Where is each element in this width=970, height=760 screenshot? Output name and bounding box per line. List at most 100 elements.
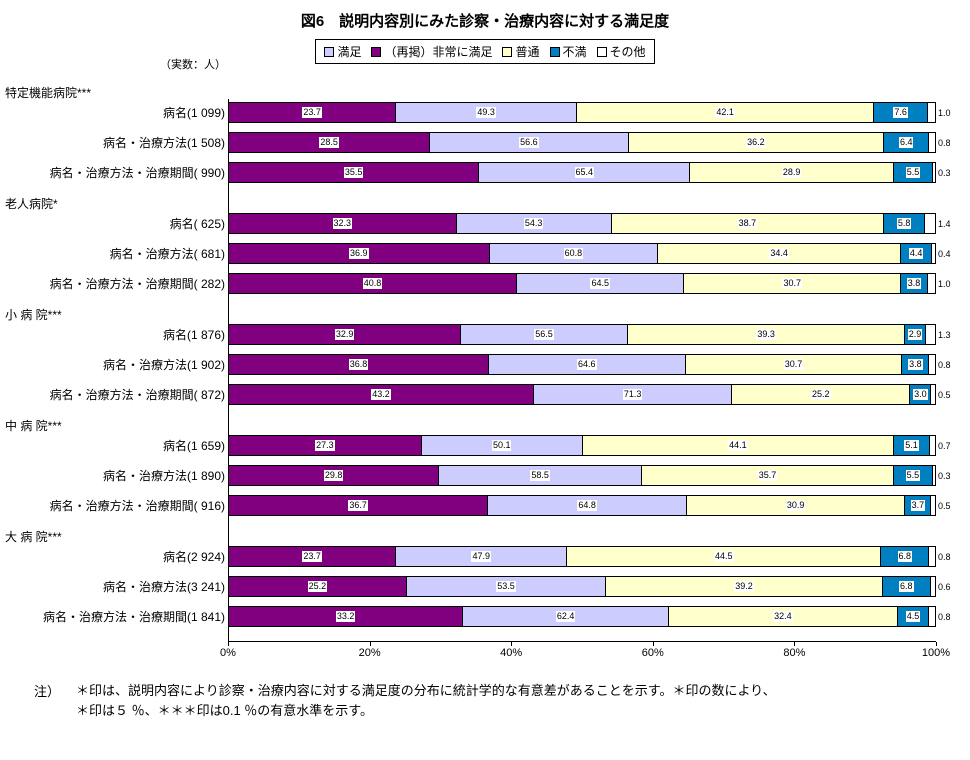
other-value-label: 0.6 xyxy=(938,581,951,592)
bar-row: 病名(1 099) 23.7 49.3 42.1 7.6 1.0 xyxy=(0,102,970,123)
row-label: 病名・治療方法(1 508) xyxy=(102,136,225,150)
stacked-bar: 43.2 71.3 25.2 3.0 xyxy=(228,384,936,405)
bar-area: 43.2 71.3 25.2 3.0 xyxy=(228,384,936,405)
bar-area: 33.2 62.4 32.4 4.5 xyxy=(228,606,936,627)
segment-very-satisfied: 32.3 xyxy=(229,214,457,233)
segment-value: 71.3 xyxy=(622,389,643,400)
group-label: 大 病 院*** xyxy=(5,530,62,544)
stacked-bar: 23.7 47.9 44.5 6.8 xyxy=(228,546,936,567)
axis-tick xyxy=(369,642,371,646)
segment-dissatisfied: 3.8 xyxy=(901,274,928,293)
segment-value: 64.8 xyxy=(577,500,597,511)
other-value-label: 0.8 xyxy=(938,611,951,622)
segment-satisfied: 54.3 xyxy=(456,214,612,233)
segment-value: 5.1 xyxy=(904,440,919,451)
segment-value: 49.3 xyxy=(476,107,496,118)
row-label: 病名・治療方法(3 241) xyxy=(102,580,225,594)
segment-value: 39.2 xyxy=(734,581,754,592)
segment-value: 2.9 xyxy=(907,329,923,340)
row-label: 病名(1 099) xyxy=(162,106,225,120)
segment-very-satisfied: 36.8 xyxy=(229,355,490,374)
segment-value: 34.4 xyxy=(769,248,789,259)
group-label: 特定機能病院*** xyxy=(5,86,92,100)
segment-value: 5.5 xyxy=(905,470,921,481)
group-label: 老人病院* xyxy=(5,197,58,211)
legend-swatch xyxy=(324,46,335,57)
bar-area: 36.9 60.8 34.4 4.4 xyxy=(228,243,936,264)
segment-value: 6.8 xyxy=(899,581,914,592)
group-label: 中 病 院*** xyxy=(5,419,62,433)
footnote: 注） ＊印は、説明内容により診察・治療内容に対する満足度の分布に統計学的な有意差… xyxy=(0,681,970,721)
axis-tick-label: 60% xyxy=(641,647,664,659)
legend-swatch xyxy=(502,46,513,57)
segment-other xyxy=(929,607,935,626)
axis-tick-label: 80% xyxy=(783,647,806,659)
segment-value: 30.7 xyxy=(782,278,802,289)
segment-value: 60.8 xyxy=(563,248,584,259)
bar-row: 病名・治療方法・治療期間( 872) 43.2 71.3 25.2 3.0 0.5 xyxy=(0,384,970,405)
segment-very-satisfied: 36.9 xyxy=(229,244,490,263)
segment-value: 28.9 xyxy=(781,167,802,178)
bar-row: 病名・治療方法・治療期間( 990) 35.5 65.4 28.9 5.5 0.3 xyxy=(0,162,970,183)
bar-area: 23.7 49.3 42.1 7.6 xyxy=(228,102,936,123)
segment-value: 5.5 xyxy=(905,167,921,178)
segment-normal: 30.7 xyxy=(685,355,903,374)
segment-value: 32.3 xyxy=(332,218,353,229)
other-value-label: 0.8 xyxy=(938,551,951,562)
footnote-prefix: 注） xyxy=(34,684,61,699)
segment-value: 44.5 xyxy=(713,551,734,562)
segment-value: 35.7 xyxy=(757,470,778,481)
segment-value: 33.2 xyxy=(335,611,356,622)
segment-value: 36.2 xyxy=(746,137,766,148)
legend-swatch xyxy=(371,46,382,57)
stacked-bar: 36.7 64.8 30.9 3.7 xyxy=(228,495,936,516)
row-label: 病名( 625) xyxy=(169,217,225,231)
segment-normal: 38.7 xyxy=(611,214,885,233)
segment-normal: 39.2 xyxy=(606,577,883,596)
bar-row: 病名(1 659) 27.3 50.1 44.1 5.1 0.7 xyxy=(0,435,970,456)
stacked-bar: 29.8 58.5 35.7 5.5 xyxy=(228,465,936,486)
segment-value: 3.0 xyxy=(913,389,928,400)
segment-value: 56.6 xyxy=(519,137,539,148)
segment-normal: 44.1 xyxy=(582,436,895,455)
x-axis-area: 0% 20% 40% 60% 80% 100% xyxy=(220,641,950,661)
segment-value: 6.8 xyxy=(897,551,913,562)
axis-tick-label: 40% xyxy=(500,647,523,659)
segment-very-satisfied: 27.3 xyxy=(229,436,422,455)
segment-other xyxy=(931,496,935,515)
chart-area: 特定機能病院*** 病名(1 099) 23.7 49.3 42.1 7.6 1.0 病名・治… xyxy=(0,85,970,641)
segment-other xyxy=(929,355,935,374)
bar-row: 病名(2 924) 23.7 47.9 44.5 6.8 0.8 xyxy=(0,546,970,567)
other-value-label: 0.5 xyxy=(938,389,951,400)
other-value-label: 1.3 xyxy=(938,329,951,340)
segment-satisfied: 62.4 xyxy=(463,607,670,626)
stacked-bar: 35.5 65.4 28.9 5.5 xyxy=(228,162,936,183)
segment-satisfied: 64.6 xyxy=(489,355,686,374)
other-value-label: 0.8 xyxy=(938,137,951,148)
bar-area: 36.7 64.8 30.9 3.7 xyxy=(228,495,936,516)
stacked-bar: 32.9 56.5 39.3 2.9 xyxy=(228,324,936,345)
segment-very-satisfied: 35.5 xyxy=(229,163,480,182)
segment-dissatisfied: 5.5 xyxy=(894,163,933,182)
segment-value: 7.6 xyxy=(893,107,908,118)
segment-other xyxy=(932,163,935,182)
legend-item-label: 普通 xyxy=(515,45,540,59)
bar-area: 29.8 58.5 35.7 5.5 xyxy=(228,465,936,486)
bar-area: 32.3 54.3 38.7 5.8 xyxy=(228,213,936,234)
segment-dissatisfied: 5.8 xyxy=(884,214,926,233)
legend-item: その他 xyxy=(596,43,646,60)
x-axis: 0% 20% 40% 60% 80% 100% xyxy=(0,641,970,661)
legend-item: 満足 xyxy=(324,43,361,60)
stacked-bar: 40.8 64.5 30.7 3.8 xyxy=(228,273,936,294)
bar-area: 40.8 64.5 30.7 3.8 xyxy=(228,273,936,294)
other-value-label: 0.4 xyxy=(938,248,951,259)
segment-value: 32.4 xyxy=(773,611,793,622)
stacked-bar: 27.3 50.1 44.1 5.1 xyxy=(228,435,936,456)
segment-value: 36.9 xyxy=(348,248,369,259)
segment-value: 56.5 xyxy=(534,329,554,340)
segment-very-satisfied: 40.8 xyxy=(229,274,518,293)
segment-value: 25.2 xyxy=(307,581,328,592)
row-label: 病名・治療方法・治療期間( 872) xyxy=(49,388,225,402)
segment-satisfied: 60.8 xyxy=(489,244,659,263)
